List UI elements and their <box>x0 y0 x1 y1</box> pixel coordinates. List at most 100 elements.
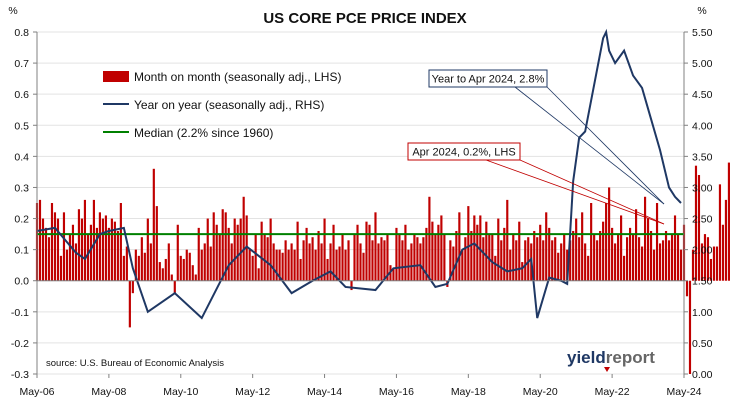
mom-bar <box>50 203 54 281</box>
mom-bar <box>176 224 179 281</box>
mom-bar <box>670 234 674 281</box>
mom-bar <box>146 218 149 281</box>
x-tick-label: May-06 <box>19 386 54 398</box>
mom-bar <box>38 199 42 281</box>
annotation-yoy-leader <box>514 86 665 205</box>
mom-bar <box>377 243 380 281</box>
mom-bar <box>434 234 437 281</box>
mom-bar <box>170 274 173 281</box>
yoy-line <box>36 28 682 320</box>
left-tick-label: 0.4 <box>14 151 29 163</box>
mom-bar <box>266 237 269 281</box>
mom-bar <box>344 249 347 281</box>
mom-bar <box>718 184 722 281</box>
logo-text-report: report <box>606 348 655 367</box>
x-tick-label: May-14 <box>307 386 342 398</box>
mom-bar <box>248 249 251 281</box>
x-tick-label: May-24 <box>666 386 701 398</box>
mom-bar <box>380 237 383 281</box>
mom-bar <box>676 234 680 281</box>
mom-bar <box>640 246 644 281</box>
mom-bar <box>646 218 650 281</box>
x-tick-label: May-12 <box>235 386 270 398</box>
mom-bar <box>218 234 221 281</box>
mom-bar <box>569 240 572 281</box>
mom-bar <box>491 234 494 281</box>
mom-bar <box>143 252 146 281</box>
mom-bar <box>338 246 341 281</box>
mom-bar <box>721 224 725 281</box>
mom-bar <box>611 227 614 281</box>
mom-bar <box>98 212 101 281</box>
mom-bar <box>458 212 461 281</box>
right-tick-label: 1.00 <box>692 307 713 319</box>
mom-bar <box>137 255 140 281</box>
mom-bar <box>80 218 84 281</box>
mom-bar <box>440 215 443 281</box>
mom-bar <box>374 212 377 281</box>
mom-bar <box>587 255 590 281</box>
legend-label-median: Median (2.2% since 1960) <box>134 126 273 140</box>
mom-bar <box>614 243 617 281</box>
mom-bar <box>197 227 200 281</box>
yieldreport-logo: yieldreport <box>567 348 655 372</box>
logo-triangle <box>604 367 610 372</box>
left-tick-label: 0.3 <box>14 182 29 194</box>
left-tick-label: -0.1 <box>11 307 29 319</box>
mom-bar <box>637 237 641 281</box>
mom-bar <box>584 243 587 281</box>
mom-bar <box>131 280 134 294</box>
annotation-mom-leader <box>519 159 665 225</box>
mom-bar <box>56 218 60 281</box>
mom-bar <box>578 237 581 281</box>
mom-bar <box>362 252 365 281</box>
left-tick-label: -0.3 <box>11 369 29 381</box>
x-tick-label: May-18 <box>451 386 486 398</box>
mom-bar <box>386 234 389 281</box>
mom-bar <box>679 249 683 281</box>
mom-bar <box>92 199 95 281</box>
right-axis-unit: % <box>697 5 706 17</box>
mom-bar <box>643 196 647 281</box>
mom-bar <box>658 243 662 281</box>
mom-bar <box>341 234 344 281</box>
mom-bar <box>299 258 302 281</box>
bar-series <box>35 162 730 374</box>
x-tick-label: May-16 <box>379 386 414 398</box>
mom-bar <box>398 234 401 281</box>
right-tick-labels: 5.50 5.00 4.50 4.00 3.50 3.00 2.50 2.00 1.50 1.00… <box>684 27 713 381</box>
mom-bar <box>182 258 185 281</box>
mom-bar <box>539 224 542 281</box>
right-tick-label: 0.50 <box>692 338 713 350</box>
mom-bar <box>563 234 566 281</box>
mom-bar <box>59 255 63 281</box>
mom-bar <box>667 240 671 281</box>
mom-bar <box>269 218 272 281</box>
mom-bar <box>506 199 509 281</box>
mom-bar <box>224 212 227 281</box>
mom-bar <box>206 218 209 281</box>
mom-bar <box>485 221 488 281</box>
mom-bar <box>599 230 602 281</box>
mom-bar <box>290 243 293 281</box>
mom-bar <box>703 234 707 281</box>
mom-bar <box>293 249 296 281</box>
mom-bar <box>590 203 593 281</box>
mom-bar <box>664 230 668 281</box>
legend-label-yoy: Year on year (seasonally adj., RHS) <box>134 98 324 112</box>
mom-bar <box>212 212 215 281</box>
mom-bar <box>554 237 557 281</box>
mom-bar <box>632 234 635 281</box>
mom-bar <box>350 280 353 291</box>
mom-bar <box>140 237 143 281</box>
mom-bar <box>521 262 524 281</box>
mom-bar <box>128 280 131 328</box>
right-tick-label: 5.00 <box>692 58 713 70</box>
mom-bar <box>215 224 218 281</box>
mom-bar <box>467 206 470 281</box>
mom-bar <box>263 234 266 281</box>
mom-bar <box>41 218 45 281</box>
annotation-mom-leader <box>485 159 665 225</box>
mom-bar <box>518 221 521 281</box>
